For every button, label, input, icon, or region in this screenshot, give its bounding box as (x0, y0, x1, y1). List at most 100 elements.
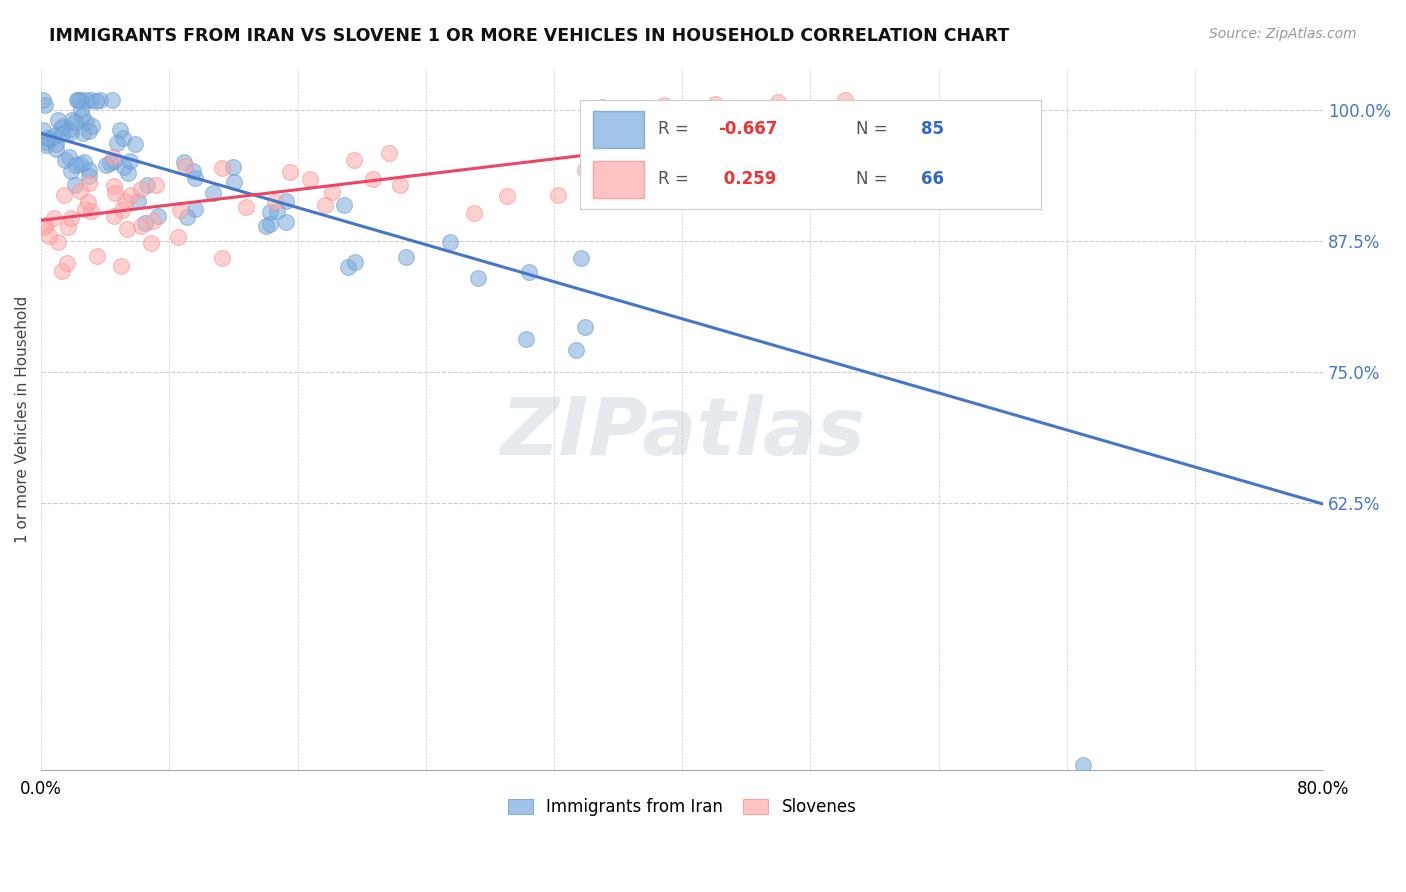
Point (135, 178, 157, 192)
Point (766, 113, 789, 128)
Point (67, 93, 90, 107)
Point (103, 154, 125, 169)
Point (652, 155, 675, 169)
Point (896, 111, 918, 125)
Point (84, 95, 107, 109)
Point (77, 176, 100, 190)
Point (235, 200, 257, 214)
Point (167, 229, 190, 244)
Point (35, 138, 58, 153)
Point (58, 150, 80, 164)
Point (169, 202, 191, 217)
Point (299, 172, 322, 186)
Point (1071, 757, 1094, 772)
Point (146, 209, 169, 223)
Point (77, 124, 100, 138)
Point (337, 260, 360, 275)
Point (314, 198, 336, 212)
Point (110, 259, 132, 273)
Point (51, 263, 73, 277)
Point (266, 204, 288, 219)
Point (591, 100, 613, 114)
Point (129, 219, 152, 234)
Point (42, 211, 65, 225)
Point (86, 249, 108, 263)
Point (276, 215, 298, 229)
Point (211, 252, 233, 266)
Point (66, 93, 89, 107)
Point (259, 217, 281, 231)
Point (333, 197, 356, 211)
Point (134, 216, 156, 230)
Y-axis label: 1 or more Vehicles in Household: 1 or more Vehicles in Household (15, 295, 30, 543)
Point (181, 164, 204, 178)
Point (278, 165, 301, 179)
Point (321, 185, 343, 199)
Point (120, 187, 142, 202)
Point (224, 176, 246, 190)
Point (893, 115, 915, 129)
Point (467, 271, 489, 285)
Point (609, 144, 631, 158)
Point (211, 161, 233, 175)
Point (131, 181, 153, 195)
Point (101, 93, 124, 107)
Point (31, 93, 53, 107)
Point (395, 250, 418, 264)
Point (53, 153, 76, 167)
Point (65, 178, 87, 192)
Point (75, 202, 97, 217)
Point (766, 95, 789, 109)
Point (75, 93, 97, 107)
Point (796, 126, 818, 140)
Point (65, 115, 87, 129)
Point (104, 186, 127, 200)
Text: ZIPatlas: ZIPatlas (499, 394, 865, 472)
Point (841, 123, 863, 137)
Point (77, 169, 100, 183)
Point (69, 157, 91, 171)
Point (77, 195, 100, 210)
Point (668, 123, 690, 137)
Point (59, 121, 82, 136)
Point (35, 135, 58, 149)
Point (142, 214, 165, 228)
Point (89, 93, 111, 107)
Point (145, 178, 167, 193)
Point (139, 235, 162, 250)
Point (114, 194, 136, 208)
Point (111, 131, 134, 145)
Point (98, 156, 121, 170)
Point (259, 205, 281, 219)
Point (343, 255, 366, 269)
Point (69, 103, 91, 117)
Point (176, 211, 198, 225)
Point (56, 255, 79, 269)
Point (515, 333, 537, 347)
Point (517, 265, 540, 279)
Text: IMMIGRANTS FROM IRAN VS SLOVENE 1 OR MORE VEHICLES IN HOUSEHOLD CORRELATION CHAR: IMMIGRANTS FROM IRAN VS SLOVENE 1 OR MOR… (49, 27, 1010, 45)
Point (38, 228, 60, 243)
Point (201, 186, 224, 201)
Point (79, 93, 101, 107)
Point (42, 129, 65, 144)
Point (564, 343, 586, 357)
Point (52, 119, 75, 133)
Point (377, 146, 399, 161)
Point (59, 211, 82, 226)
Point (103, 150, 125, 164)
Point (52, 188, 75, 202)
Point (46, 235, 69, 249)
Point (463, 205, 485, 219)
Point (46, 112, 69, 127)
Point (388, 178, 411, 192)
Point (127, 194, 149, 208)
Point (574, 320, 596, 334)
Point (703, 96, 725, 111)
Point (69, 93, 91, 107)
Point (111, 202, 134, 217)
Point (112, 160, 135, 174)
Point (51, 127, 73, 141)
Point (103, 179, 125, 194)
Point (184, 202, 207, 216)
